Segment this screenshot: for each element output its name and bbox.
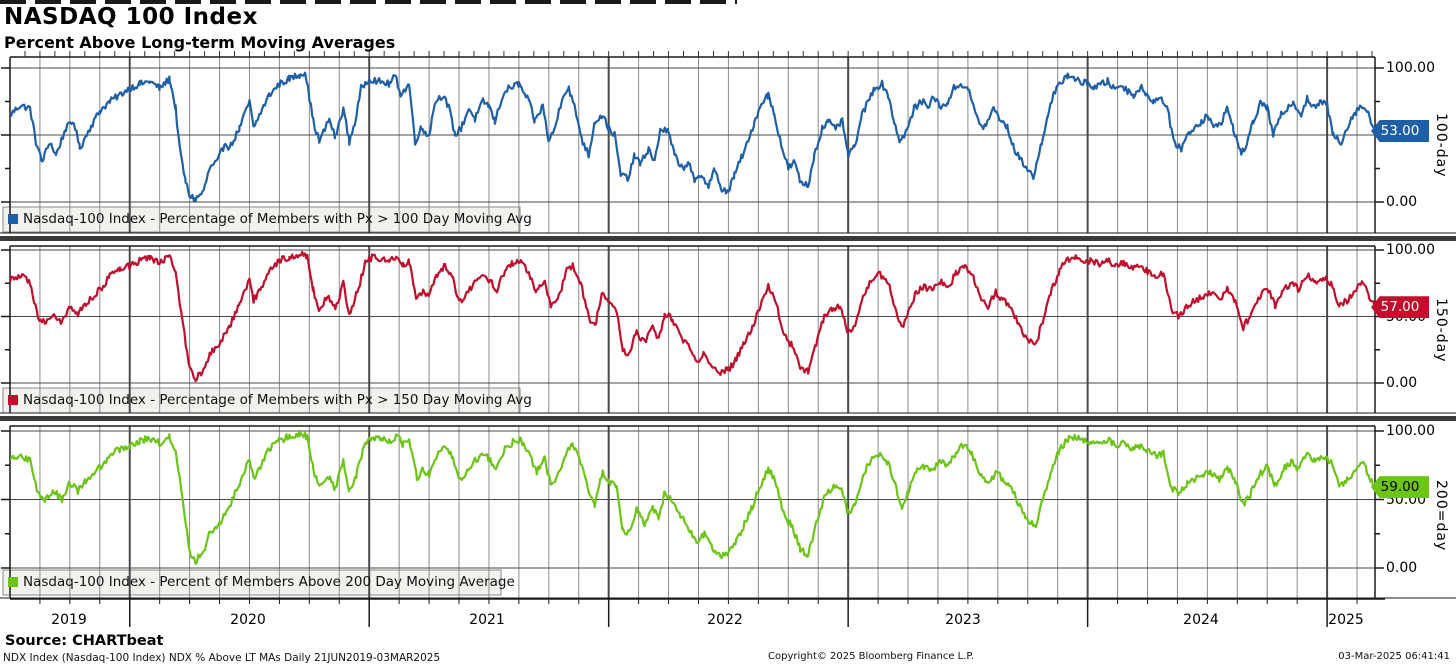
axis-title-150day: 150-day: [1433, 297, 1449, 363]
year-label: 2025: [1328, 612, 1364, 628]
last-value-badge-100day: 53.00: [1371, 119, 1429, 142]
badge-value: 57.00: [1380, 299, 1420, 316]
year-label: 2023: [945, 612, 981, 628]
year-label: 2020: [230, 612, 266, 628]
year-label: 2019: [51, 612, 87, 628]
y-tick-label: 0.00: [1386, 375, 1418, 391]
legend-150day: Nasdaq-100 Index - Percentage of Members…: [8, 392, 532, 408]
y-tick-label: 100.00: [1386, 60, 1435, 76]
axis-title-200day: 200=day: [1433, 480, 1449, 552]
badge-value: 53.00: [1380, 122, 1420, 139]
source-label: Source: CHARTbeat: [5, 633, 164, 649]
badge-value: 59.00: [1380, 479, 1420, 496]
legend-swatch-blue-icon: [8, 214, 18, 224]
series-line-pct_above_150dma: [8, 250, 1377, 383]
y-tick-label: 0.00: [1386, 194, 1418, 210]
legend-box: [2, 569, 502, 596]
legend-swatch-green-icon: [8, 577, 18, 587]
legend-box: [2, 387, 521, 414]
year-label: 2021: [469, 612, 505, 628]
cropped-toolbar-strip: [0, 0, 737, 4]
y-tick-label: 100.00: [1386, 242, 1435, 258]
legend-label: Nasdaq-100 Index - Percentage of Members…: [23, 211, 532, 227]
last-value-badge-200day: 59.00: [1371, 476, 1429, 499]
y-tick-label: 0.00: [1386, 560, 1418, 576]
last-value-badge-150day: 57.00: [1371, 296, 1429, 319]
legend-label: Nasdaq-100 Index - Percent of Members Ab…: [23, 574, 515, 590]
page-subtitle: Percent Above Long-term Moving Averages: [4, 33, 396, 52]
panel-divider: [0, 416, 1456, 421]
legend-200day: Nasdaq-100 Index - Percent of Members Ab…: [8, 574, 515, 590]
year-label: 2022: [707, 612, 743, 628]
y-tick-label: 100.00: [1386, 423, 1435, 439]
legend-label: Nasdaq-100 Index - Percentage of Members…: [23, 392, 532, 408]
legend-100day: Nasdaq-100 Index - Percentage of Members…: [8, 211, 532, 227]
panel-divider: [0, 236, 1456, 241]
copyright-label: Copyright© 2025 Bloomberg Finance L.P.: [768, 651, 975, 662]
year-label: 2024: [1183, 612, 1219, 628]
chart-meta-line: NDX Index (Nasdaq-100 Index) NDX % Above…: [3, 652, 441, 664]
legend-swatch-red-icon: [8, 395, 18, 405]
series-line-pct_above_200dma: [10, 431, 1377, 565]
page-title: NASDAQ 100 Index: [4, 4, 258, 30]
series-line-pct_above_100dma: [9, 71, 1377, 202]
datetime-label: 03-Mar-2025 06:41:41: [1338, 651, 1450, 662]
legend-box: [2, 206, 521, 233]
axis-title-100day: 100-day: [1433, 113, 1449, 178]
